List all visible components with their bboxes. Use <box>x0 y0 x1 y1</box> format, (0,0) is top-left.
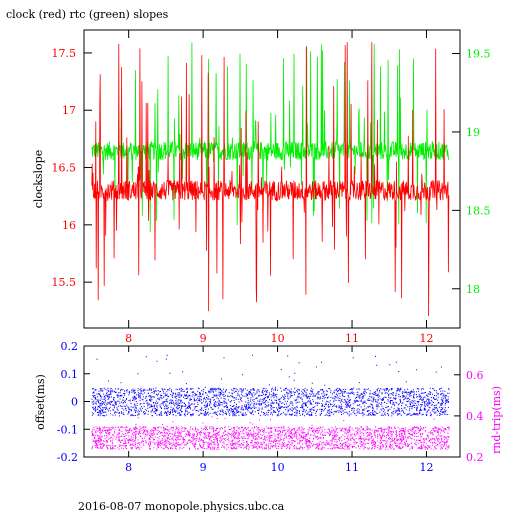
x-tick-label: 8 <box>125 461 132 474</box>
top-plot-frame <box>83 29 461 329</box>
y-tick-label: 15.5 <box>52 276 77 289</box>
offset-points <box>91 354 450 417</box>
y2-tick-label: 0.6 <box>466 369 484 382</box>
x-tick-label: 12 <box>419 461 433 474</box>
x-tick-label: 11 <box>345 461 359 474</box>
bottom-y2-axis-label: rnd-trip(ms) <box>490 386 503 454</box>
clock-slope-line <box>91 42 450 317</box>
top-plot-series <box>91 42 450 317</box>
x-tick-label: 11 <box>345 332 359 345</box>
y-tick-label: 0.2 <box>61 340 79 353</box>
x-tick-label: 8 <box>125 332 132 345</box>
x-tick-label: 10 <box>271 332 285 345</box>
y-tick-label: 17 <box>62 104 76 117</box>
x-tick-label: 9 <box>200 332 207 345</box>
y2-tick-label: 0.4 <box>466 410 484 423</box>
bottom-plot-axes: 8 9 10 11 12 -0.2 -0.1 0 0.1 0.2 0.2 0.4 0.6 <box>57 340 484 474</box>
bottom-y-axis-label: offset(ms) <box>34 374 47 430</box>
y2-tick-label: 18 <box>466 283 480 296</box>
rtc-slope-line <box>91 42 450 233</box>
y-tick-label: 0.1 <box>61 368 79 381</box>
y2-tick-label: 19.5 <box>466 48 491 61</box>
x-tick-label: 9 <box>200 461 207 474</box>
bottom-plot-series <box>91 354 450 450</box>
y-tick-label: -0.2 <box>57 451 78 464</box>
y2-tick-label: 18.5 <box>466 204 491 217</box>
x-tick-label: 10 <box>271 461 285 474</box>
chart-title: clock (red) rtc (green) slopes <box>6 8 169 21</box>
x-tick-label: 12 <box>419 332 433 345</box>
rnd-trip-points <box>91 399 450 450</box>
y-tick-label: 0 <box>71 396 78 409</box>
y-tick-label: 16 <box>62 219 76 232</box>
y-tick-label: -0.1 <box>57 423 78 436</box>
y2-tick-label: 19 <box>466 126 480 139</box>
y2-tick-label: 0.2 <box>466 451 484 464</box>
top-y-axis-label: clockslope <box>32 150 45 208</box>
top-plot-axes: 8 9 10 11 12 15.5 16 16.5 17 17.5 18 18.5 19 19.5 <box>52 30 491 345</box>
footer-caption: 2016-08-07 monopole.physics.ubc.ca <box>78 500 285 512</box>
y-tick-label: 16.5 <box>52 162 77 175</box>
y-tick-label: 17.5 <box>52 47 77 60</box>
